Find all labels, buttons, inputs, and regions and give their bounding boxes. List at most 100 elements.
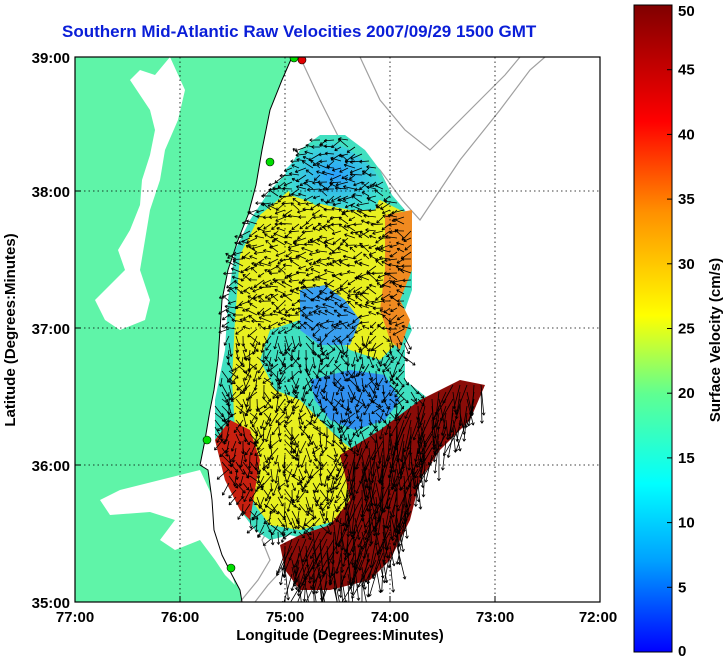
velocity-arrow <box>312 195 321 200</box>
velocity-arrow <box>285 412 293 424</box>
x-axis-label: Longitude (Degrees:Minutes) <box>236 627 444 644</box>
velocity-arrow <box>263 517 272 533</box>
velocity-arrow <box>291 192 300 197</box>
velocity-arrow <box>251 510 265 521</box>
velocity-arrow <box>384 503 391 529</box>
velocity-arrow <box>249 482 254 492</box>
velocity-arrow <box>224 304 237 309</box>
velocity-arrow <box>296 517 301 530</box>
velocity-arrow <box>361 398 367 409</box>
velocity-arrow <box>375 237 384 244</box>
velocity-arrow <box>304 150 314 155</box>
velocity-arrow <box>242 433 251 446</box>
velocity-arrow <box>361 191 370 197</box>
velocity-arrow <box>326 256 335 261</box>
velocity-arrow <box>319 143 328 148</box>
velocity-arrow <box>319 214 328 218</box>
velocity-arrow <box>291 454 299 461</box>
station-marker <box>202 435 212 445</box>
velocity-arrow <box>277 321 286 326</box>
velocity-arrow <box>290 159 300 164</box>
velocity-arrow <box>401 256 412 261</box>
velocity-arrow <box>258 405 272 416</box>
velocity-arrow <box>294 167 307 174</box>
velocity-arrow <box>375 259 384 267</box>
velocity-arrow <box>371 271 384 276</box>
velocity-arrow <box>445 419 450 441</box>
velocity-arrow <box>263 223 272 230</box>
velocity-arrow <box>246 524 258 534</box>
velocity-arrow <box>232 313 244 317</box>
velocity-arrow <box>301 246 314 253</box>
velocity-arrow <box>359 426 370 434</box>
velocity-arrow <box>433 440 440 474</box>
velocity-arrow <box>249 412 258 420</box>
velocity-arrow <box>324 151 335 156</box>
velocity-vectors <box>214 137 486 602</box>
velocity-arrow <box>330 156 342 162</box>
velocity-arrow <box>274 349 279 362</box>
velocity-arrow <box>236 496 244 505</box>
velocity-arrow <box>292 198 300 204</box>
velocity-arrow <box>303 524 314 535</box>
velocity-arrow <box>330 291 342 296</box>
velocity-arrow <box>364 377 377 388</box>
velocity-arrow <box>262 230 272 234</box>
velocity-arrow <box>326 454 337 462</box>
velocity-arrow <box>261 194 272 198</box>
velocity-arrow <box>319 349 330 360</box>
velocity-arrow <box>347 279 356 286</box>
grid-lines <box>75 57 600 602</box>
velocity-arrow <box>257 363 265 374</box>
velocity-arrow <box>334 301 342 309</box>
velocity-arrow <box>455 419 461 442</box>
velocity-arrow <box>291 503 302 511</box>
velocity-arrow <box>289 259 300 267</box>
velocity-arrow <box>326 165 335 170</box>
velocity-arrow <box>264 269 272 274</box>
velocity-arrow <box>363 253 370 260</box>
velocity-arrow <box>282 263 293 268</box>
land-mainland <box>75 57 292 602</box>
velocity-arrow <box>291 300 300 306</box>
velocity-arrow <box>389 349 395 360</box>
velocity-arrow <box>243 349 258 359</box>
velocity-arrow <box>321 587 328 602</box>
velocity-arrow <box>359 159 370 164</box>
velocity-arrow <box>326 496 335 510</box>
velocity-arrow <box>274 288 286 295</box>
velocity-arrow <box>356 440 363 457</box>
velocity-arrow <box>295 251 307 259</box>
velocity-arrow <box>269 440 279 448</box>
velocity-arrow <box>282 186 293 191</box>
velocity-arrow <box>394 321 405 327</box>
velocity-arrow <box>271 426 279 436</box>
velocity-arrow <box>284 517 289 531</box>
velocity-arrow <box>341 545 349 567</box>
velocity-arrow <box>319 475 324 487</box>
velocity-arrow <box>284 566 291 601</box>
velocity-arrow <box>366 220 377 225</box>
velocity-arrow <box>256 405 265 412</box>
velocity-arrow <box>379 356 384 367</box>
velocity-arrow <box>275 264 286 274</box>
velocity-arrow <box>380 244 391 250</box>
velocity-arrow <box>297 412 307 420</box>
velocity-arrow <box>235 328 244 335</box>
velocity-arrow <box>262 202 272 211</box>
velocity-arrow <box>311 277 321 282</box>
velocity-arrow <box>359 231 370 239</box>
chesapeake-bay <box>95 57 185 330</box>
velocity-arrow <box>397 267 405 274</box>
velocity-arrow <box>323 475 328 487</box>
velocity-arrow <box>396 517 405 553</box>
velocity-arrow <box>290 202 300 211</box>
velocity-arrow <box>320 461 328 471</box>
y-tick-label: 37:00 <box>32 321 70 338</box>
velocity-arrow <box>348 335 356 342</box>
velocity-arrow <box>319 188 328 197</box>
velocity-arrow <box>305 169 314 176</box>
velocity-arrow <box>291 307 300 312</box>
velocity-arrow <box>382 531 390 559</box>
velocity-arrow <box>237 510 244 520</box>
